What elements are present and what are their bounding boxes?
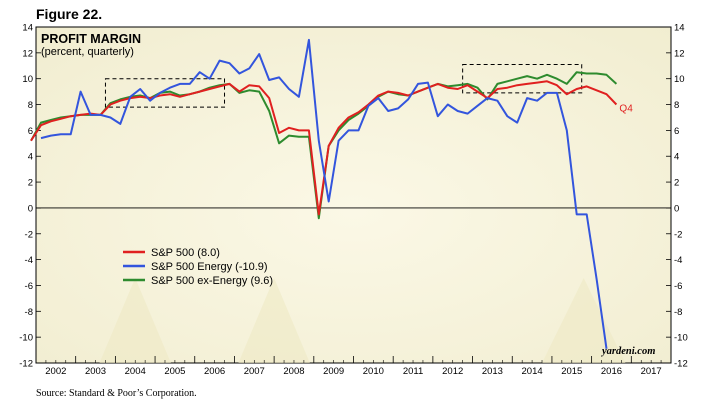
x-tick-label: 2005 [164, 366, 185, 377]
series-line-sp500-energy [40, 38, 608, 349]
chart-title: PROFIT MARGIN [41, 32, 141, 46]
y-tick-label-right: -8 [674, 307, 682, 318]
y-tick-label-left: -10 [19, 333, 33, 344]
figure-label: Figure 22. [36, 6, 102, 22]
source-note: Source: Standard & Poor’s Corporation. [36, 388, 197, 399]
y-tick-label-right: 2 [674, 178, 679, 189]
y-tick-label-right: 6 [674, 126, 679, 137]
y-tick-label-left: 10 [22, 74, 33, 85]
y-tick-label-left: -4 [25, 255, 33, 266]
x-tick-label: 2015 [561, 366, 582, 377]
y-tick-label-left: 8 [28, 100, 33, 111]
x-tick-label: 2013 [482, 366, 503, 377]
x-tick-label: 2006 [204, 366, 225, 377]
chart-subtitle: (percent, quarterly) [41, 46, 134, 58]
legend-entry: S&P 500 (8.0) [151, 247, 220, 259]
x-tick-label: 2004 [125, 366, 146, 377]
x-tick-label: 2003 [85, 366, 106, 377]
y-tick-label-right: -4 [674, 255, 682, 266]
legend: S&P 500 (8.0) S&P 500 Energy (-10.9) S&P 5… [123, 247, 273, 287]
y-tick-label-right: 14 [674, 23, 685, 34]
y-tick-label-right: -10 [674, 333, 688, 344]
x-tick-label: 2007 [244, 366, 265, 377]
y-tick-label-left: 4 [28, 152, 33, 163]
y-tick-label-right: 0 [674, 203, 679, 214]
x-tick-label: 2010 [363, 366, 384, 377]
legend-entry: S&P 500 Energy (-10.9) [151, 261, 268, 273]
y-tick-label-right: -12 [674, 359, 688, 370]
y-tick-label-left: 2 [28, 178, 33, 189]
pyramid-shape [99, 278, 171, 363]
y-tick-label-right: 4 [674, 152, 679, 163]
y-tick-label-left: -6 [25, 281, 33, 292]
x-tick-label: 2008 [283, 366, 304, 377]
y-tick-label-left: 12 [22, 48, 33, 59]
y-tick-label-left: 6 [28, 126, 33, 137]
dashed-highlight-box [462, 63, 583, 94]
x-tick-label: 2011 [403, 366, 423, 377]
pyramid-shape [238, 278, 310, 363]
y-tick-label-left: 14 [22, 23, 33, 34]
y-tick-label-right: -6 [674, 281, 682, 292]
y-tick-label-left: -12 [19, 359, 33, 370]
x-tick-label: 2012 [442, 366, 463, 377]
y-tick-label-right: 12 [674, 48, 685, 59]
x-tick-label: 2009 [323, 366, 344, 377]
y-tick-label-left: -8 [25, 307, 33, 318]
axes: -12 -12 -10 -10 -8 -8 -6 -6 -4 -4 -2 -2 0 0 2 2 4 4 6 6 8 8 10… [19, 23, 687, 378]
credit-label: yardeni.com [600, 346, 655, 357]
x-tick-label: 2017 [641, 366, 662, 377]
y-tick-label-right: 8 [674, 100, 679, 111]
series-layer: Q4 [30, 38, 633, 349]
y-tick-label-right: -2 [674, 229, 682, 240]
y-tick-label-left: 0 [28, 203, 33, 214]
legend-entry: S&P 500 ex-Energy (9.6) [151, 275, 273, 287]
y-tick-label-right: 10 [674, 74, 685, 85]
x-tick-label: 2002 [45, 366, 66, 377]
x-tick-label: 2016 [601, 366, 622, 377]
y-tick-label-left: -2 [25, 229, 33, 240]
series-end-label: Q4 [619, 104, 633, 115]
x-tick-label: 2014 [522, 366, 543, 377]
annotation-boxes [104, 63, 583, 108]
dashed-highlight-box [104, 78, 226, 108]
